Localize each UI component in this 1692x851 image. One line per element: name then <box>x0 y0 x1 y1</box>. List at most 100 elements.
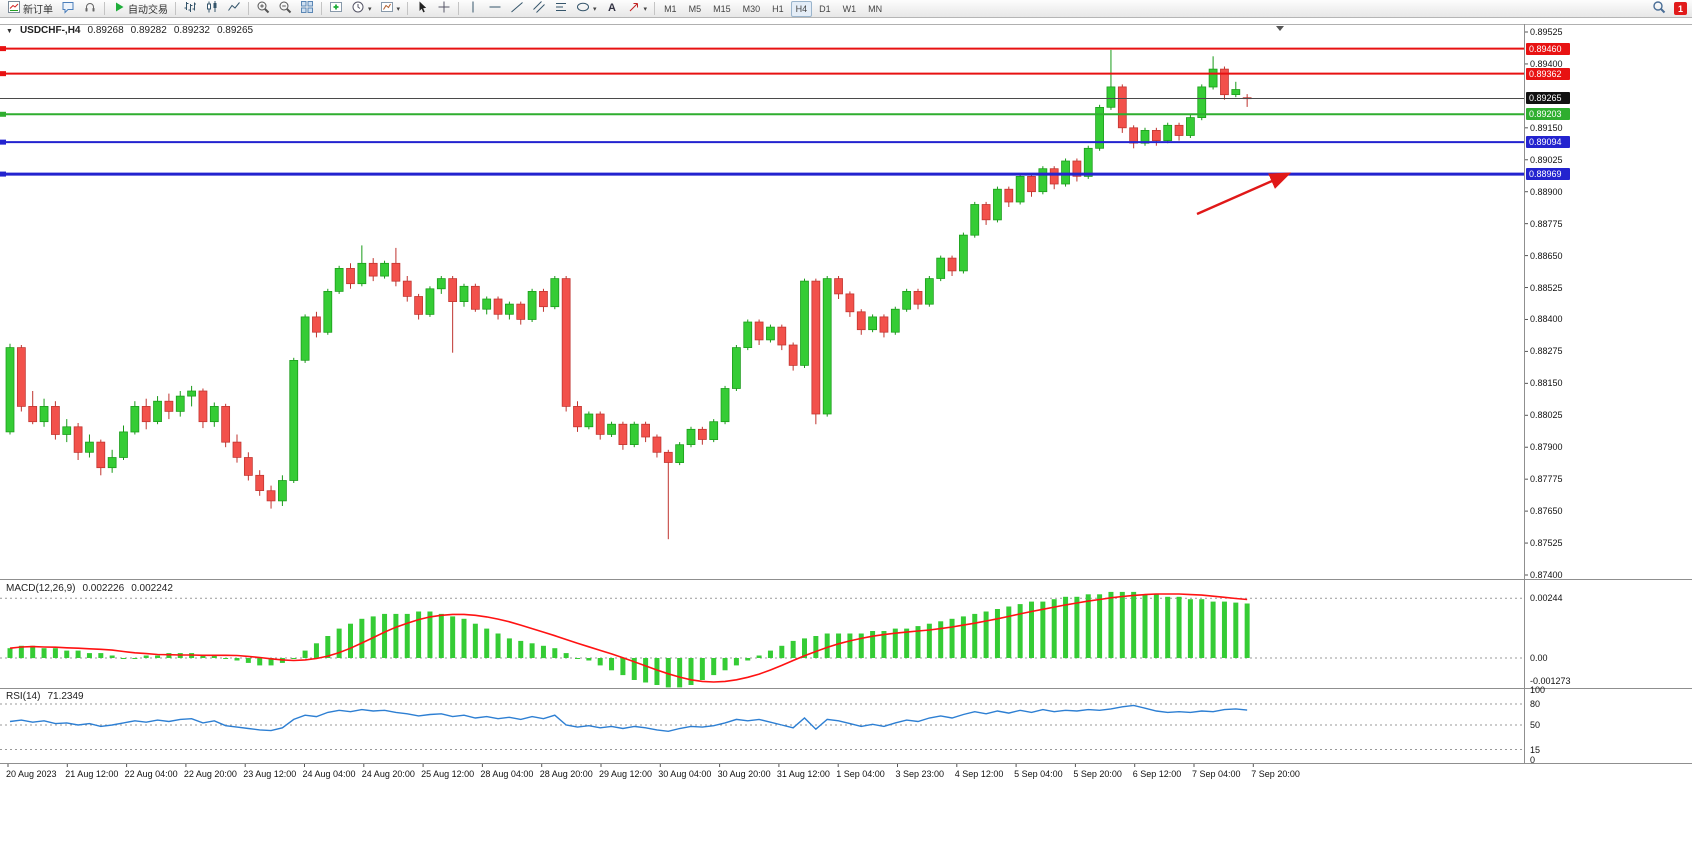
date-axis-label: 6 Sep 12:00 <box>1132 769 1182 779</box>
text-icon: A <box>605 0 619 17</box>
date-axis-label: 28 Aug 20:00 <box>539 769 593 779</box>
price-axis-label: 0.89150 <box>1530 122 1563 133</box>
chart-shift-marker-icon[interactable] <box>1276 26 1284 31</box>
panel-separator-macd-rsi[interactable] <box>0 688 1692 689</box>
timeframe-h1-button[interactable]: H1 <box>772 3 784 14</box>
new-order-icon <box>7 0 21 17</box>
date-axis-label: 5 Sep 04:00 <box>1014 769 1063 779</box>
price-axis-label: 0.88900 <box>1530 186 1563 197</box>
new-order-button[interactable]: 新订单 <box>4 1 56 17</box>
timeframe-m15-button[interactable]: M15 <box>713 3 731 14</box>
price-axis-label: 0.88275 <box>1530 346 1563 357</box>
price-axis-label: 0.88650 <box>1530 250 1563 261</box>
macd-axis-label: 0.00244 <box>1530 593 1563 604</box>
zoom-in-button[interactable] <box>253 1 273 17</box>
trendline-button[interactable] <box>507 1 527 17</box>
periods-button[interactable]: ▾ <box>348 1 375 17</box>
chart-canvas[interactable] <box>0 18 1692 851</box>
price-line-handle[interactable] <box>0 46 6 52</box>
rsi-line <box>9 704 1248 733</box>
market-support-button[interactable] <box>80 1 100 17</box>
timeframe-m30-button[interactable]: M30 <box>742 3 761 14</box>
price-axis-label: 0.89525 <box>1530 27 1563 37</box>
rsi-gridlines <box>0 703 1524 750</box>
fibonacci-button[interactable] <box>551 1 571 17</box>
search-icon <box>1652 0 1666 17</box>
zoom-out-button[interactable] <box>275 1 295 17</box>
indicators-button[interactable] <box>326 1 346 17</box>
ohlc-high: 0.89282 <box>130 25 167 36</box>
vertical-line-button[interactable] <box>463 1 483 17</box>
candlestick-chart-button[interactable] <box>202 1 222 17</box>
autotrading-button[interactable]: 自动交易 <box>109 1 171 17</box>
timeframe-m1-button[interactable]: M1 <box>664 3 677 14</box>
date-axis-label: 3 Sep 23:00 <box>895 769 945 779</box>
rsi-axis-label: 50 <box>1530 720 1541 730</box>
rsi-value: 71.2349 <box>47 691 84 702</box>
clock-icon <box>351 0 365 17</box>
price-level-badge[interactable]: 0.88969 <box>1526 168 1570 181</box>
panel-separator-main-macd[interactable] <box>0 579 1692 580</box>
crosshair-button[interactable] <box>434 1 454 17</box>
rsi-label: RSI(14) 71.2349 <box>6 691 84 702</box>
date-axis-label: 24 Aug 04:00 <box>302 769 356 779</box>
rsi-axis-label: 15 <box>1530 744 1541 755</box>
timeframe-d1-button[interactable]: D1 <box>819 3 831 14</box>
timeframe-m5-button[interactable]: M5 <box>688 3 702 14</box>
macd-axis-label: -0.001273 <box>1530 676 1571 686</box>
text-label-button[interactable]: A <box>602 1 622 17</box>
rsi-axis-label: 100 <box>1530 685 1546 695</box>
arrow-tools-button[interactable]: ▾ <box>624 1 651 17</box>
tile-windows-button[interactable] <box>297 1 317 17</box>
templates-button[interactable]: ▾ <box>377 1 404 17</box>
cursor-icon <box>415 0 429 17</box>
macd-gridlines <box>0 597 1524 659</box>
price-level-badge[interactable]: 0.89094 <box>1526 136 1570 149</box>
macd-name: MACD(12,26,9) <box>6 583 76 594</box>
toolbar-separator <box>175 2 176 15</box>
toolbar-separator <box>104 2 105 15</box>
line-chart-button[interactable] <box>224 1 244 17</box>
price-axis-label: 0.88150 <box>1530 378 1563 389</box>
svg-text:A: A <box>608 2 616 14</box>
toolbar-right-group: 1 <box>1648 1 1689 17</box>
new-order-label: 新订单 <box>23 5 53 16</box>
price-level-badge[interactable]: 0.89203 <box>1526 108 1570 121</box>
notification-badge[interactable]: 1 <box>1674 2 1687 15</box>
rsi-axis-label: 80 <box>1530 699 1541 709</box>
price-level-badge[interactable]: 0.89362 <box>1526 67 1570 80</box>
fibo-icon <box>554 0 568 17</box>
horizontal-line-button[interactable] <box>485 1 505 17</box>
toolbar-separator <box>458 2 460 15</box>
date-axis-label: 20 Aug 2023 <box>6 769 57 779</box>
chart-header: ▼ USDCHF-,H4 0.89268 0.89282 0.89232 0.8… <box>6 25 253 36</box>
timeframe-w1-button[interactable]: W1 <box>842 3 857 14</box>
ohlc-close: 0.89265 <box>216 25 254 36</box>
annotation-arrow[interactable] <box>1196 172 1292 216</box>
date-axis-label: 30 Aug 04:00 <box>658 769 712 779</box>
price-line-handle[interactable] <box>0 171 6 177</box>
date-axis-label: 4 Sep 12:00 <box>954 769 1004 779</box>
price-line-handle[interactable] <box>0 71 6 77</box>
price-axis-label: 0.87400 <box>1530 570 1563 580</box>
cursor-button[interactable] <box>412 1 432 17</box>
price-line-handle[interactable] <box>0 111 6 117</box>
shapes-icon <box>576 0 590 17</box>
price-level-badge[interactable]: 0.89460 <box>1526 42 1570 55</box>
price-line-handle[interactable] <box>0 139 6 145</box>
rsi-name: RSI(14) <box>6 691 41 702</box>
equidistant-channel-button[interactable] <box>529 1 549 17</box>
shapes-button[interactable]: ▾ <box>573 1 600 17</box>
price-axis-label: 0.89025 <box>1530 154 1563 165</box>
toolbar-separator <box>321 2 322 15</box>
price-axis-label: 0.87775 <box>1530 474 1563 485</box>
search-button[interactable] <box>1649 1 1669 17</box>
vline-icon <box>466 0 480 17</box>
timeframe-h4-button[interactable]: H4 <box>790 0 813 17</box>
mql5-community-button[interactable] <box>58 1 78 17</box>
date-axis-label: 1 Sep 04:00 <box>836 769 885 779</box>
bar-chart-button[interactable] <box>180 1 200 17</box>
window-menu-icon[interactable]: ▼ <box>6 28 13 35</box>
timeframe-mn-button[interactable]: MN <box>868 3 883 14</box>
